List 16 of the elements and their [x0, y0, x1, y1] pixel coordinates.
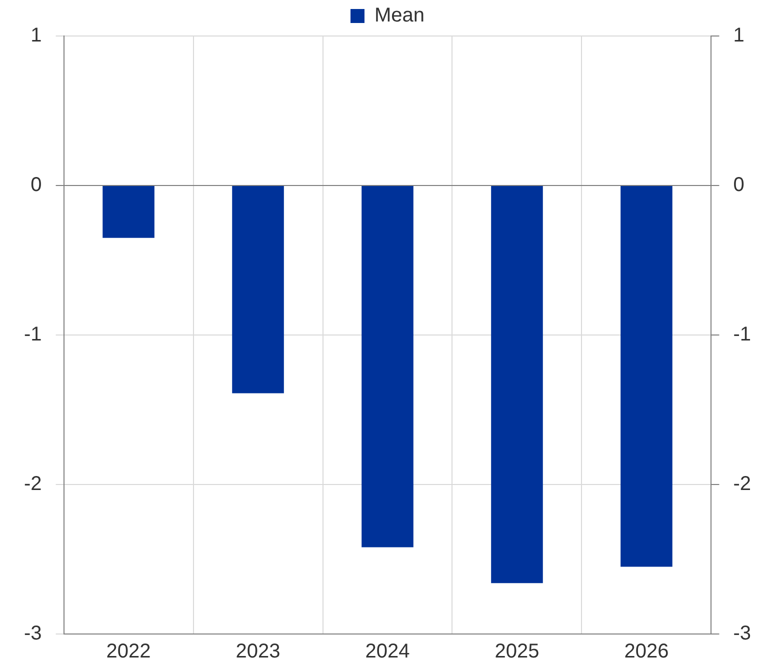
y-tick-label: -3	[24, 622, 42, 645]
y-tick-label: 0	[30, 174, 42, 196]
y2-tick-label: -3	[733, 622, 752, 645]
x-tick-label: 2022	[106, 640, 151, 663]
x-tick-label: 2024	[365, 640, 410, 663]
y-tick-label: -1	[24, 324, 42, 346]
y-tick-label: -2	[24, 473, 42, 496]
y-tick-label: 1	[30, 24, 42, 47]
y2-tick-label: -2	[733, 473, 752, 496]
y2-tick-label: -1	[733, 324, 752, 346]
x-tick-label: 2026	[624, 640, 669, 663]
x-tick-label: 2025	[494, 640, 540, 663]
legend-label: Mean	[374, 4, 425, 27]
y2-tick-label: 1	[733, 24, 744, 47]
y2-tick-label: 0	[733, 174, 744, 196]
x-tick-label: 2023	[236, 640, 280, 663]
